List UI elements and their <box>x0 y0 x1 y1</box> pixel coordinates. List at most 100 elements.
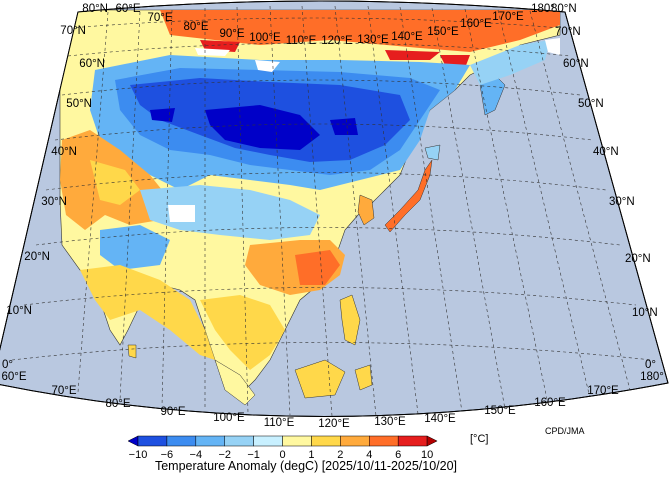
hokkaido <box>424 144 441 161</box>
lon-labels-bottom: 60°E 70°E 80°E 90°E 100°E 110°E 120°E 13… <box>1 371 663 430</box>
japan <box>384 159 433 233</box>
lat-label-right: 70°N <box>555 26 581 38</box>
sri-lanka <box>127 344 137 359</box>
borneo <box>294 359 346 399</box>
colorbar-segment <box>127 435 139 447</box>
lat-label-right: 20°N <box>625 253 651 265</box>
colorbar-tick-label: −6 <box>161 449 174 461</box>
map-panel <box>0 0 669 417</box>
sumatra <box>214 359 256 406</box>
lon-label-top: 110°E <box>286 35 317 47</box>
missing-data-3 <box>545 38 560 55</box>
colorbar-segment <box>426 435 438 447</box>
central-asia-warm-2 <box>90 160 140 205</box>
missing-data-2 <box>255 60 280 72</box>
colorbar-unit: [°C] <box>470 433 488 445</box>
colorbar-tick-label: 2 <box>337 449 343 461</box>
philippines <box>339 294 361 346</box>
lat-label-left: 10°N <box>6 305 32 317</box>
lat-label-left: 20°N <box>24 251 50 263</box>
colorbar-tick-label: −1 <box>247 449 260 461</box>
lat-label-right: 10°N <box>632 307 658 319</box>
lon-label-bottom: 150°E <box>484 405 516 417</box>
lon-label-bottom: 160°E <box>534 397 566 409</box>
lon-label-top: 140°E <box>391 31 423 43</box>
lon-label-bottom: 70°E <box>51 385 76 397</box>
lon-label-bottom: 80°E <box>105 398 130 410</box>
lat-label-left: 60°N <box>79 58 105 70</box>
lon-label-top: 130°E <box>357 34 389 46</box>
lat-label-left: 80°N <box>82 3 108 15</box>
colorbar-segment <box>224 435 254 447</box>
map-frame <box>0 0 669 417</box>
colorbar-tick-label: 4 <box>366 449 372 461</box>
lon-label-bottom: 60°E <box>1 371 26 383</box>
colorbar-segment <box>282 435 312 447</box>
lon-label-top: 180° <box>531 3 555 15</box>
lon-label-top: 100°E <box>249 32 281 44</box>
colorbar-tick-label: 1 <box>308 449 314 461</box>
colorbar-tick-label: 6 <box>395 449 401 461</box>
lat-label-right: 80°N <box>551 3 577 15</box>
lon-label-top: 170°E <box>492 11 524 23</box>
colorbar-segment <box>195 435 225 447</box>
china-south-hot <box>295 250 340 285</box>
lon-label-bottom: 100°E <box>213 412 245 424</box>
colorbar-segment <box>340 435 370 447</box>
lon-label-bottom: 140°E <box>424 413 456 425</box>
credit-text: CPD/JMA <box>545 426 585 436</box>
colorbar-segment <box>311 435 341 447</box>
sulawesi <box>354 364 373 391</box>
lon-label-top: 80°E <box>183 21 208 33</box>
colorbar-tick-label: 0 <box>279 449 285 461</box>
korea <box>357 194 375 226</box>
white-patch <box>168 205 195 222</box>
lon-label-bottom: 180° <box>640 371 664 383</box>
map-title: Temperature Anomaly (degC) [2025/10/11-2… <box>155 459 457 473</box>
lon-label-bottom: 130°E <box>374 416 406 428</box>
lat-labels-left: 80°N 70°N 60°N 50°N 40°N 30°N 20°N 10°N … <box>2 3 108 371</box>
colorbar-tick-label: −10 <box>129 449 148 461</box>
missing-data-1 <box>195 48 230 56</box>
lat-label-right: 0° <box>645 359 656 371</box>
lat-label-right: 30°N <box>609 196 635 208</box>
lat-label-left: 0° <box>2 359 13 371</box>
colorbar-segment <box>253 435 283 447</box>
lon-label-top: 60°E <box>115 3 140 15</box>
lon-label-top: 150°E <box>427 26 459 38</box>
cold-core-1 <box>205 105 320 150</box>
lat-label-left: 40°N <box>51 146 77 158</box>
indochina-warm <box>200 295 285 370</box>
lat-label-right: 60°N <box>563 58 589 70</box>
cold-core-2 <box>150 108 175 122</box>
lon-labels-top: 60°E 70°E 80°E 90°E 100°E 110°E 120°E 13… <box>115 3 554 47</box>
far-east-cool <box>470 40 550 85</box>
colorbar-tick-label: −2 <box>218 449 231 461</box>
lon-label-bottom: 120°E <box>318 418 350 430</box>
colorbar-tick-label: −4 <box>190 449 203 461</box>
arctic-warm-band <box>160 10 560 52</box>
cold-core-3 <box>330 118 358 135</box>
lat-label-left: 50°N <box>66 98 92 110</box>
lon-label-bottom: 170°E <box>587 385 619 397</box>
lat-label-right: 40°N <box>593 146 619 158</box>
lon-label-top: 160°E <box>460 18 492 30</box>
lon-label-bottom: 110°E <box>264 417 295 429</box>
lat-label-left: 30°N <box>41 196 67 208</box>
colorbar-segment <box>397 435 428 447</box>
graticule <box>11 5 653 417</box>
india-warm <box>80 265 215 360</box>
colorbar-ticks: −10 −6 −4 −2 −1 0 1 2 4 6 10 <box>129 449 434 461</box>
tibet-cool-2 <box>100 225 170 270</box>
colorbar-segments <box>127 435 438 447</box>
tibet-cool <box>140 185 320 240</box>
lat-labels-right: 80°N 70°N 60°N 50°N 40°N 30°N 20°N 10°N … <box>551 3 658 371</box>
lon-label-top: 70°E <box>147 12 172 24</box>
lat-label-left: 70°N <box>60 25 86 37</box>
arctic-hot-spot-2 <box>385 50 440 60</box>
colorbar-segment <box>166 435 197 447</box>
colorbar-segment <box>369 435 399 447</box>
lon-label-top: 90°E <box>219 28 244 40</box>
lon-label-bottom: 90°E <box>160 406 185 418</box>
